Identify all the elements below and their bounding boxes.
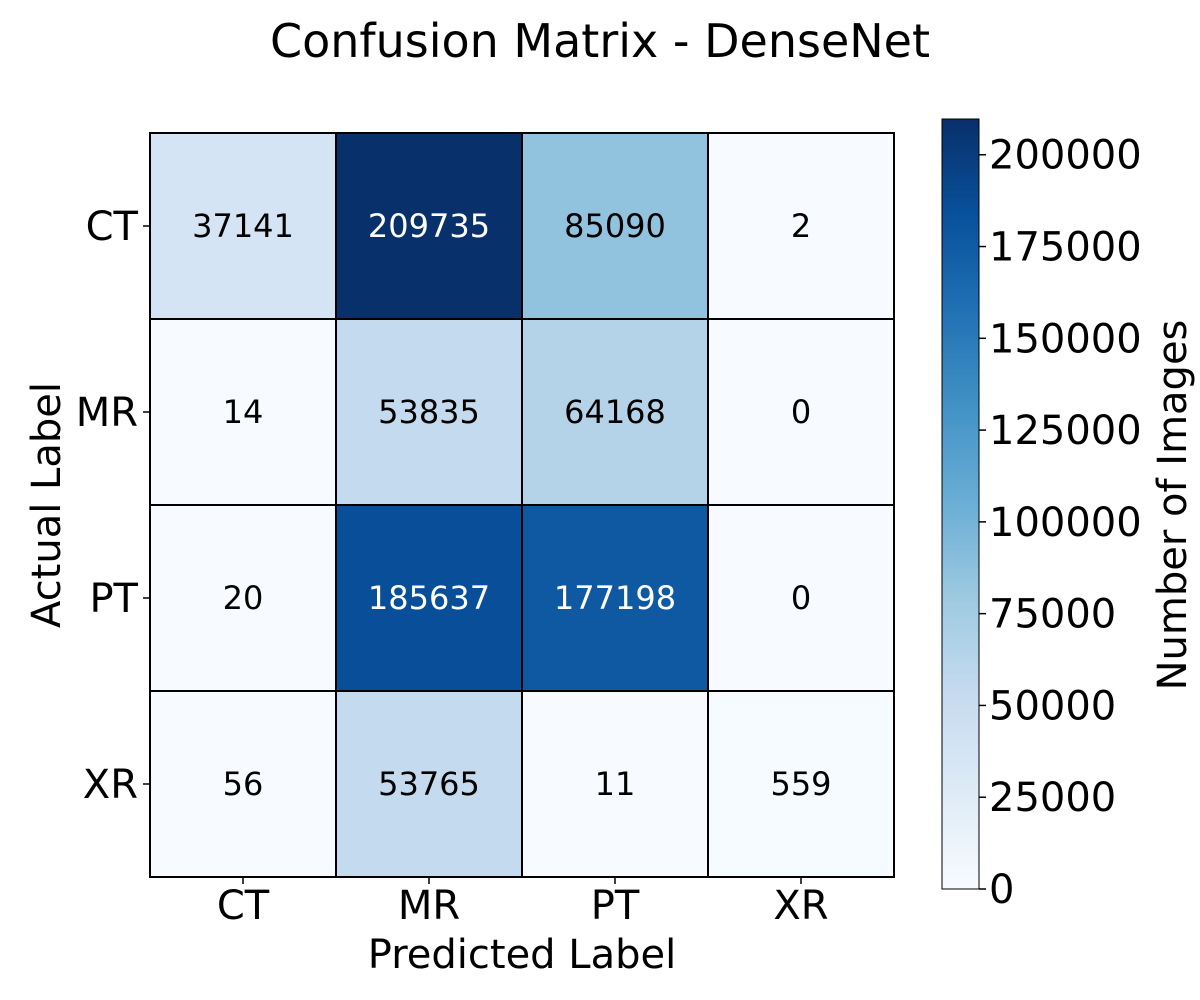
heatmap-cell-labels: 37141 209735 85090 2 14 53835 64168 0 20 185637 17… [192, 207, 831, 803]
cell-value-label: 185637 [368, 579, 490, 617]
cell-value-label: 559 [770, 765, 831, 803]
y-axis-ticks: CT MR PT XR [76, 204, 150, 808]
y-tick-label-mr: MR [76, 390, 138, 436]
cell-value-label: 64168 [564, 393, 666, 431]
colorbar-tick-label: 50000 [989, 683, 1116, 729]
x-tick-label-xr: XR [773, 883, 828, 929]
heatmap-frame [149, 132, 895, 878]
colorbar-label: Number of Images [1150, 320, 1196, 691]
heatmap-cell-pt-xr [707, 504, 895, 692]
x-tick-label-pt: PT [591, 883, 640, 929]
heatmap-cell-mr-xr [707, 318, 895, 506]
heatmap-cell-xr-ct [149, 690, 337, 878]
x-axis-label: Predicted Label [368, 932, 676, 978]
cell-value-label: 209735 [368, 207, 490, 245]
heatmap-cell-ct-pt [521, 132, 709, 320]
cell-value-label: 20 [223, 579, 264, 617]
heatmap-cell-xr-pt [521, 690, 709, 878]
y-tick-label-pt: PT [89, 576, 138, 622]
y-axis-label: Actual Label [24, 382, 70, 628]
x-tick-label-ct: CT [217, 883, 270, 929]
chart-title: Confusion Matrix - DenseNet [270, 14, 930, 68]
colorbar-tick-label: 25000 [989, 775, 1116, 821]
y-tick-label-xr: XR [83, 762, 138, 808]
cell-value-label: 0 [791, 579, 811, 617]
cell-value-label: 53835 [378, 393, 480, 431]
colorbar-tick-label: 150000 [989, 316, 1142, 362]
heatmap-cell-ct-ct [149, 132, 337, 320]
cell-value-label: 11 [595, 765, 636, 803]
heatmap-cell-pt-mr [335, 504, 523, 692]
heatmap-cell-xr-mr [335, 690, 523, 878]
cell-value-label: 2 [791, 207, 811, 245]
x-axis-ticks: CT MR PT XR [217, 877, 829, 929]
colorbar-tick-label: 125000 [989, 408, 1142, 454]
colorbar-tick-label: 100000 [989, 500, 1142, 546]
cell-value-label: 0 [791, 393, 811, 431]
heatmap-cell-ct-xr [707, 132, 895, 320]
y-tick-label-ct: CT [86, 204, 139, 250]
heatmap-cells [149, 132, 895, 878]
cell-value-label: 53765 [378, 765, 480, 803]
cell-value-label: 177198 [554, 579, 676, 617]
colorbar: 0 25000 50000 75000 100000 125000 150000 175000… [941, 118, 1142, 913]
cell-value-label: 14 [223, 393, 264, 431]
colorbar-tick-label: 75000 [989, 592, 1116, 638]
colorbar-tick-label: 200000 [989, 133, 1142, 179]
x-tick-label-mr: MR [398, 883, 460, 929]
colorbar-tick-label: 175000 [989, 225, 1142, 271]
cell-value-label: 37141 [192, 207, 294, 245]
heatmap-cell-mr-pt [521, 318, 709, 506]
cell-value-label: 56 [223, 765, 264, 803]
cell-value-label: 85090 [564, 207, 666, 245]
heatmap-cell-xr-xr [707, 690, 895, 878]
colorbar-gradient [941, 118, 980, 890]
colorbar-tick-label: 0 [989, 867, 1014, 913]
